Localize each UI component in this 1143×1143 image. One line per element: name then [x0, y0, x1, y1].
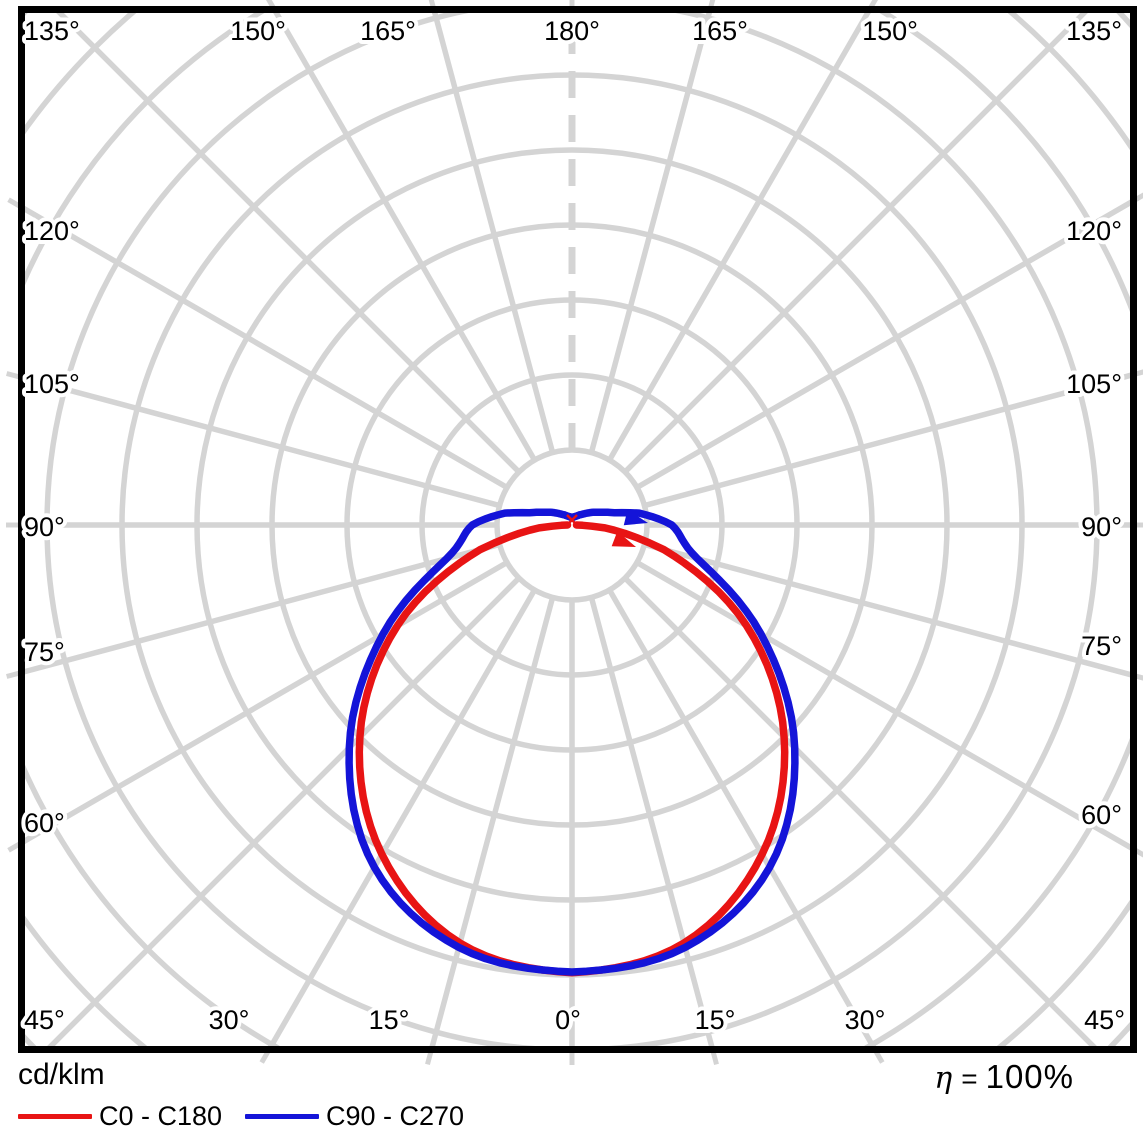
angle-label: 30° [845, 1005, 886, 1035]
efficiency-value: 100% [985, 1058, 1074, 1095]
legend: C0 - C180 C90 - C270 [0, 1100, 1143, 1136]
angle-label: 105° [24, 369, 80, 399]
grid-spoke [623, 13, 1088, 474]
grid-spoke [635, 199, 1130, 490]
grid-spoke [431, 13, 556, 454]
efficiency-readout: η = 100% [934, 1058, 1074, 1096]
angle-label: 60° [1081, 800, 1122, 830]
angle-label: 30° [209, 1005, 250, 1035]
angle-label: 135° [24, 16, 80, 46]
legend-label-c0-c180: C0 - C180 [99, 1101, 223, 1131]
plot-frame [18, 6, 1137, 1053]
grid-spoke [25, 375, 501, 509]
equals-sign: = [961, 1063, 978, 1094]
arrowhead-c90-c270 [623, 509, 648, 526]
arrowhead-c0-c180 [611, 531, 636, 547]
angle-label: 135° [1066, 16, 1122, 46]
angle-label: 90° [1081, 512, 1122, 542]
angle-labels: 135° 150° 165° 180° 165° 150° 135° 45° 30° 15° 0° 1… [20, 12, 1129, 1039]
grid-spoke [588, 596, 715, 1046]
grid-spoke [623, 576, 1097, 1046]
angle-label: 165° [692, 16, 748, 46]
grid-spoke [268, 588, 537, 1046]
legend-swatch-c0-c180 [18, 1114, 92, 1119]
eta-symbol: η [934, 1061, 953, 1096]
angle-label: 150° [862, 16, 918, 46]
angle-label: 120° [1066, 216, 1122, 246]
angle-label: 105° [1066, 369, 1122, 399]
grid-spoke [429, 596, 556, 1046]
grid-spoke [47, 576, 521, 1046]
grid-spoke [643, 372, 1130, 509]
center-marker [566, 514, 578, 526]
angle-label: 120° [24, 216, 80, 246]
angle-label: 150° [230, 16, 286, 46]
curve-c90-c270 [345, 508, 799, 976]
angle-label: 15° [695, 1005, 736, 1035]
angle-label: 0° [555, 1005, 581, 1035]
legend-label-c90-c270: C90 - C270 [326, 1101, 465, 1131]
grid-spoke [273, 13, 537, 462]
grid-spoke [25, 541, 501, 675]
angle-label: 15° [369, 1005, 410, 1035]
grid-spoke [607, 13, 871, 462]
unit-label: cd/klm [18, 1058, 105, 1091]
grid-spoke [25, 206, 509, 490]
grid-spoke [607, 588, 876, 1046]
angle-label: 90° [24, 512, 65, 542]
grid-spoke [56, 13, 521, 474]
curves [345, 508, 799, 977]
grid-spoke [643, 541, 1130, 678]
angle-label: 45° [24, 1005, 65, 1035]
grid-spoke [588, 13, 713, 454]
angle-label: 165° [360, 16, 416, 46]
angle-label: 45° [1084, 1005, 1125, 1035]
angle-label: 75° [1081, 631, 1122, 661]
angle-label: 60° [24, 808, 65, 838]
angle-label: 75° [24, 637, 65, 667]
angle-label: 180° [544, 16, 600, 46]
legend-swatch-c90-c270 [245, 1114, 319, 1119]
